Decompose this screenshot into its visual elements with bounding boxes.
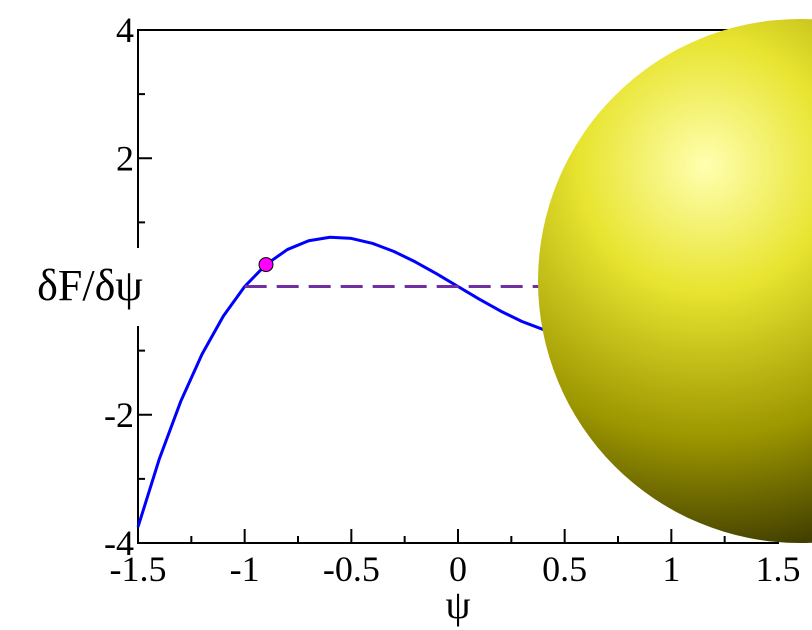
x-tick-label: -1	[230, 549, 260, 589]
x-tick-label: 1.5	[756, 549, 801, 589]
sphere	[538, 19, 812, 543]
x-tick-label: -0.5	[323, 549, 380, 589]
y-tick-label: 2	[116, 138, 134, 178]
y-tick-label: -4	[104, 523, 134, 563]
marker-point	[259, 258, 273, 272]
y-tick-label: 4	[116, 10, 134, 50]
chart: -1.5-1-0.500.511.5-4-224 δF/δψ ψ	[0, 0, 812, 630]
y-axis-label: δF/δψ	[37, 261, 143, 310]
x-axis-label: ψ	[445, 582, 470, 627]
x-tick-label: 1	[662, 549, 680, 589]
y-tick-label: -2	[104, 395, 134, 435]
plot-data	[138, 237, 554, 527]
curve	[138, 237, 543, 527]
x-tick-label: 0.5	[542, 549, 587, 589]
